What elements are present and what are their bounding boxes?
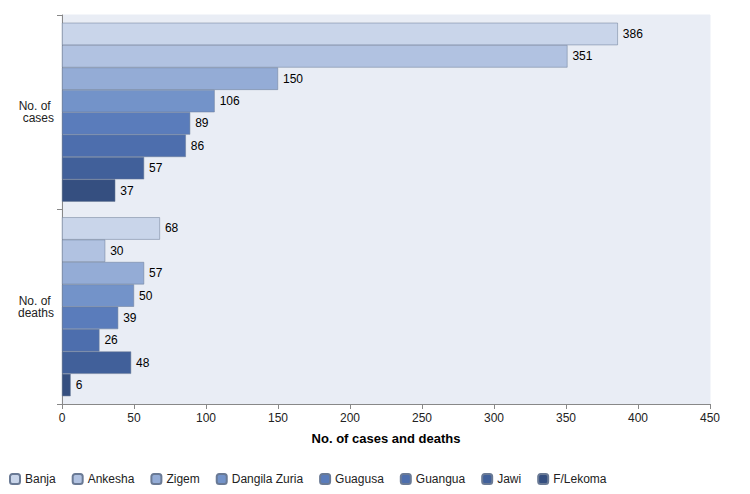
svg-text:37: 37 (120, 184, 134, 198)
svg-text:Guagusa: Guagusa (335, 472, 384, 486)
svg-text:57: 57 (149, 266, 163, 280)
svg-text:48: 48 (136, 356, 150, 370)
svg-text:Zigem: Zigem (166, 472, 199, 486)
svg-text:400: 400 (628, 411, 648, 425)
svg-text:89: 89 (195, 116, 209, 130)
svg-text:No. of: No. of (18, 293, 54, 308)
svg-text:No. of: No. of (18, 99, 54, 114)
svg-text:cases: cases (23, 111, 54, 125)
svg-text:Ankesha: Ankesha (88, 472, 135, 486)
svg-text:Banja: Banja (25, 472, 56, 486)
svg-text:39: 39 (123, 311, 137, 325)
svg-text:26: 26 (104, 333, 118, 347)
svg-text:50: 50 (139, 289, 153, 303)
svg-text:6: 6 (76, 378, 83, 392)
svg-text:100: 100 (196, 411, 216, 425)
svg-text:86: 86 (191, 139, 205, 153)
svg-text:No. of cases and deaths: No. of cases and deaths (312, 431, 461, 446)
svg-text:386: 386 (623, 27, 643, 41)
svg-text:150: 150 (283, 72, 303, 86)
svg-text:Guangua: Guangua (416, 472, 466, 486)
svg-text:150: 150 (268, 411, 288, 425)
svg-text:50: 50 (127, 411, 141, 425)
svg-text:0: 0 (59, 411, 66, 425)
svg-text:450: 450 (700, 411, 720, 425)
svg-text:Jawi: Jawi (497, 472, 521, 486)
svg-text:F/Lekoma: F/Lekoma (553, 472, 607, 486)
svg-text:200: 200 (340, 411, 360, 425)
svg-text:57: 57 (149, 161, 163, 175)
svg-text:deaths: deaths (18, 306, 54, 320)
svg-text:351: 351 (572, 49, 592, 63)
svg-text:68: 68 (165, 221, 179, 235)
svg-text:250: 250 (412, 411, 432, 425)
svg-text:106: 106 (220, 94, 240, 108)
svg-text:Dangila Zuria: Dangila Zuria (232, 472, 304, 486)
svg-text:350: 350 (556, 411, 576, 425)
svg-text:30: 30 (110, 244, 124, 258)
svg-text:300: 300 (484, 411, 504, 425)
